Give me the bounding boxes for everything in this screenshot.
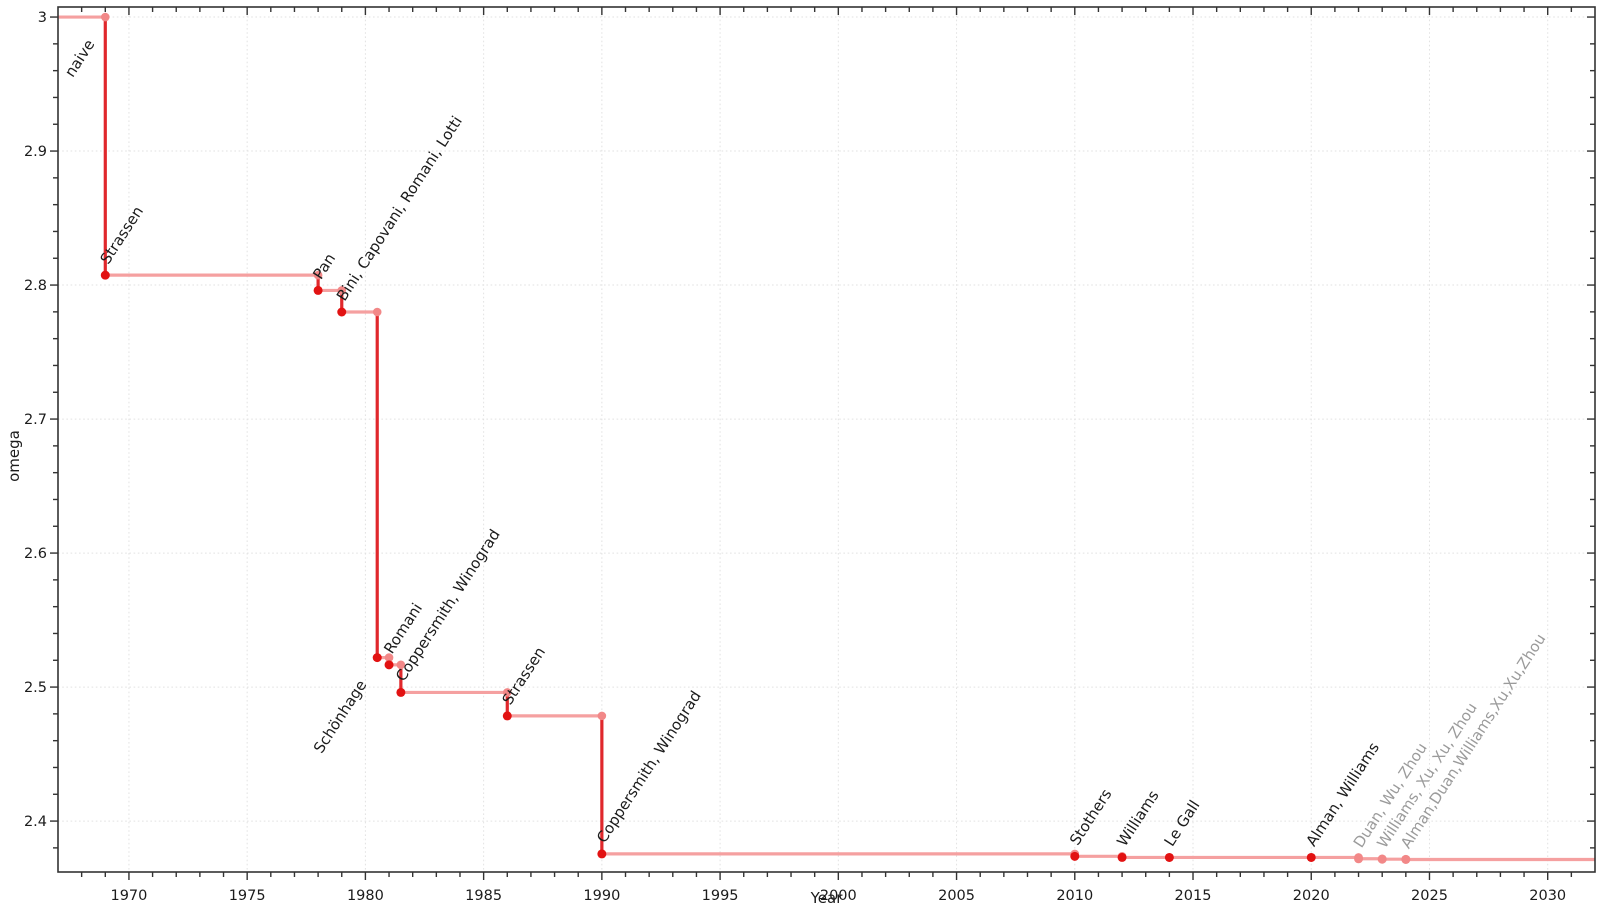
y-tick-label: 2.6: [24, 546, 47, 562]
corner-point: [597, 711, 607, 721]
record-point: [396, 687, 406, 697]
point-label: Williams: [1113, 787, 1162, 850]
x-tick-label: 1975: [229, 888, 266, 904]
point-label: Coppersmith, Winograd: [593, 688, 705, 847]
record-point: [1070, 851, 1080, 861]
corner-point: [502, 688, 512, 697]
point-label: Bini, Capovani, Romani, Lotti: [333, 113, 466, 304]
x-tick-label: 2020: [1293, 888, 1330, 904]
point-label: Pan: [309, 250, 339, 283]
x-tick-label: 1970: [110, 888, 147, 904]
record-point: [384, 660, 394, 670]
y-tick-label: 2.8: [24, 278, 47, 294]
y-tick-label: 3: [38, 10, 47, 26]
corner-point: [313, 270, 323, 280]
x-tick-label: 2000: [820, 888, 857, 904]
x-tick-label: 1980: [347, 888, 384, 904]
point-label: Le Gall: [1161, 797, 1204, 850]
record-point: [1117, 852, 1127, 862]
record-point: [100, 270, 110, 280]
y-tick-label: 2.7: [24, 412, 47, 428]
gridlines: [58, 7, 1595, 872]
x-tick-label: 2005: [938, 888, 975, 904]
step-horizontal-segments: [58, 15, 1595, 862]
x-tick-label: 1995: [702, 888, 739, 904]
corner-point: [100, 12, 110, 22]
corner-point: [384, 653, 394, 662]
point-label: Stothers: [1066, 786, 1116, 849]
x-tick-label: 2015: [1175, 888, 1212, 904]
corner-point: [396, 660, 406, 670]
record-point: [372, 653, 382, 663]
x-tick-label: 2025: [1411, 888, 1448, 904]
faded-record-point: [1377, 854, 1387, 864]
y-tick-labels: 3 2.9 2.8 2.7 2.6 2.5 2.4: [24, 10, 47, 830]
point-label: naive: [61, 36, 98, 80]
record-points: [100, 270, 1411, 864]
ticks: [50, 7, 1595, 880]
plot-frame: [57, 6, 1596, 873]
record-point: [1306, 852, 1316, 862]
record-point: [502, 711, 512, 721]
record-point: [597, 849, 607, 859]
point-label: Alman,Duan,Williams,Xu,Xu,Zhou: [1397, 630, 1549, 851]
corner-points: [100, 12, 1411, 864]
y-tick-label: 2.9: [24, 144, 47, 160]
point-label: Strassen: [498, 644, 549, 708]
y-tick-label: 2.5: [24, 680, 47, 696]
faded-record-point: [1401, 854, 1411, 864]
x-tick-label: 1985: [465, 888, 502, 904]
corner-point: [337, 286, 347, 295]
record-point: [1164, 852, 1174, 862]
x-tick-label: 2010: [1056, 888, 1093, 904]
record-point: [337, 307, 347, 317]
point-label: Schönhage: [310, 677, 371, 757]
record-point: [313, 285, 323, 295]
corner-point: [372, 307, 382, 317]
y-tick-label: 2.4: [24, 814, 47, 830]
x-tick-label: 1990: [583, 888, 620, 904]
step-vertical-segments: [103, 17, 1408, 860]
faded-record-point: [1354, 854, 1364, 864]
x-tick-labels: 1970 1975 1980 1985 1990 1995 2000 2005 2010 2015…: [110, 888, 1566, 904]
x-tick-label: 2030: [1529, 888, 1566, 904]
